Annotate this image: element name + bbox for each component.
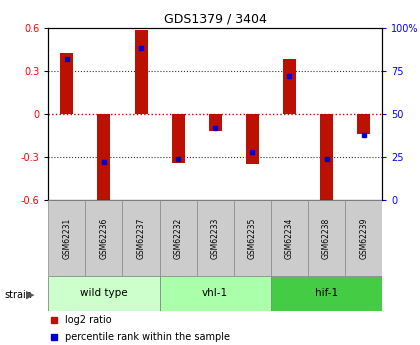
Bar	[283, 59, 296, 114]
Bar	[97, 114, 110, 203]
Text: GSM62231: GSM62231	[62, 217, 71, 259]
Text: GSM62238: GSM62238	[322, 217, 331, 259]
Bar	[345, 200, 382, 276]
Text: hif-1: hif-1	[315, 288, 338, 298]
Text: GSM62236: GSM62236	[100, 217, 108, 259]
Text: GSM62233: GSM62233	[211, 217, 220, 259]
Text: wild type: wild type	[80, 288, 128, 298]
Bar	[60, 53, 74, 114]
Bar	[197, 200, 234, 276]
Text: GSM62234: GSM62234	[285, 217, 294, 259]
Bar	[48, 200, 85, 276]
Bar	[85, 200, 123, 276]
Text: ▶: ▶	[26, 290, 34, 300]
Title: GDS1379 / 3404: GDS1379 / 3404	[164, 12, 267, 25]
Bar	[209, 114, 222, 131]
Bar	[320, 114, 333, 204]
Text: GSM62239: GSM62239	[359, 217, 368, 259]
Text: GSM62235: GSM62235	[248, 217, 257, 259]
Bar	[172, 114, 185, 163]
Bar	[48, 276, 160, 310]
Text: vhl-1: vhl-1	[202, 288, 228, 298]
Text: log2 ratio: log2 ratio	[65, 315, 112, 325]
Text: GSM62232: GSM62232	[173, 217, 183, 259]
Bar	[123, 200, 160, 276]
Text: percentile rank within the sample: percentile rank within the sample	[65, 333, 230, 342]
Bar	[271, 276, 382, 310]
Bar	[160, 200, 197, 276]
Bar	[246, 114, 259, 164]
Bar	[160, 276, 271, 310]
Bar	[134, 30, 147, 114]
Bar	[234, 200, 271, 276]
Text: strain: strain	[4, 290, 32, 300]
Bar	[271, 200, 308, 276]
Text: GSM62237: GSM62237	[136, 217, 146, 259]
Bar	[357, 114, 370, 134]
Bar	[308, 200, 345, 276]
